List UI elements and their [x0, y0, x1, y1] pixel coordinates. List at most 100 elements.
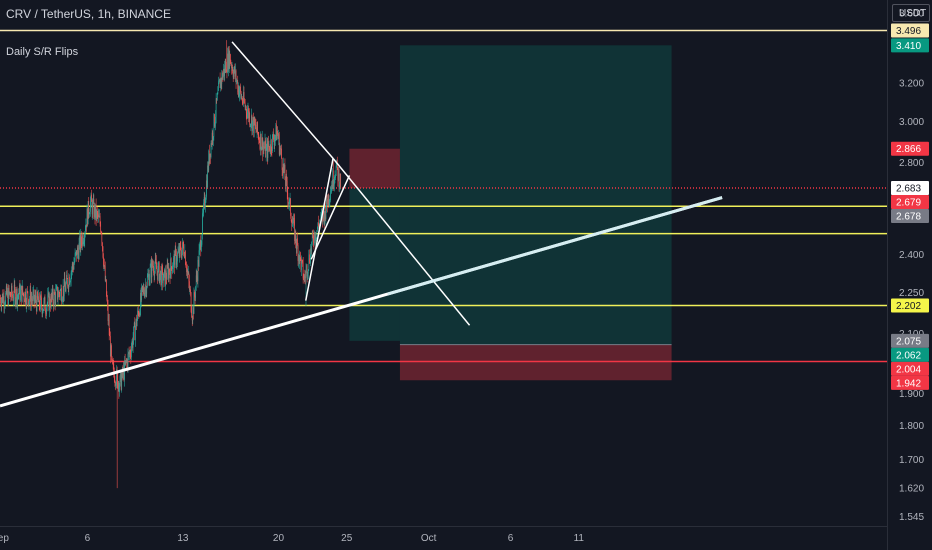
candle-body: [223, 68, 225, 76]
candle-body: [229, 54, 231, 67]
candle-body: [73, 266, 74, 270]
candle-body: [4, 304, 5, 307]
study-label[interactable]: Daily S/R Flips: [6, 46, 79, 58]
candle-body: [233, 66, 235, 72]
candle-body: [222, 73, 223, 80]
candle-body: [310, 248, 311, 264]
candle-body: [20, 286, 22, 290]
candle-body: [107, 300, 108, 305]
price-axis-divider: [887, 0, 888, 550]
candle-body: [280, 148, 282, 150]
pattern-line: [231, 41, 334, 159]
candle-body: [74, 253, 76, 261]
candle-body: [303, 275, 305, 279]
candle-body: [149, 267, 151, 279]
candle-body: [113, 363, 115, 373]
candle-body: [264, 147, 265, 149]
price-label-tag: [891, 23, 929, 38]
candle-body: [28, 299, 29, 306]
candle-body: [295, 230, 297, 244]
candle-body: [5, 293, 7, 304]
candle-body: [80, 233, 82, 250]
price-unit-box[interactable]: [892, 4, 930, 22]
candle-body: [136, 319, 137, 327]
candle-body: [17, 294, 18, 305]
candle-body: [315, 237, 317, 239]
candle-body: [176, 261, 178, 265]
position-tools: [349, 45, 672, 381]
candle-body: [284, 164, 286, 180]
symbol-title[interactable]: CRV / TetherUS, 1h, BINANCE: [6, 7, 171, 21]
candle-body: [202, 212, 204, 214]
candle-body: [118, 382, 120, 393]
candle-body: [310, 248, 312, 252]
candle-body: [150, 262, 152, 278]
candle-body: [17, 294, 19, 296]
short-position-target-zone: [349, 187, 400, 341]
time-tick-label: 13: [177, 533, 189, 544]
candle-body: [108, 320, 109, 321]
candle-body: [168, 267, 169, 279]
candle-body: [120, 372, 121, 376]
candle-body: [70, 272, 72, 281]
candle-body: [144, 292, 145, 297]
candle-body: [306, 265, 308, 277]
candle-body: [135, 319, 137, 328]
candle-body: [148, 274, 150, 286]
candle-body: [29, 289, 31, 299]
candle-body: [330, 190, 332, 193]
price-tick-label: 1.620: [899, 484, 924, 495]
candle-body: [111, 356, 113, 361]
candle-body: [71, 270, 73, 273]
candle-body: [305, 277, 306, 279]
candle-body: [86, 224, 87, 228]
time-tick-label: Oct: [421, 533, 437, 544]
candle-body: [298, 255, 300, 263]
candle-body: [335, 165, 337, 176]
candle-body: [24, 292, 26, 302]
candle-body: [180, 246, 182, 255]
candle-body: [82, 235, 84, 245]
candle-body: [178, 248, 179, 252]
price-label-tag: [891, 208, 929, 223]
candle-body: [187, 269, 189, 274]
candle-body: [204, 197, 206, 207]
price-label-text: 2.062: [896, 350, 921, 361]
candle-body: [18, 294, 20, 295]
candle-body: [233, 71, 235, 78]
candle-body: [47, 294, 49, 304]
candle-body: [15, 300, 17, 305]
candle-body: [21, 286, 23, 302]
candle-body: [288, 202, 290, 205]
time-tick-label: 20: [273, 533, 285, 544]
candle-body: [149, 278, 150, 286]
candle-body: [235, 70, 237, 82]
candle-body: [154, 258, 156, 268]
long-position-target-zone: [399, 45, 672, 345]
candle-body: [13, 284, 15, 300]
time-tick-label: 25: [341, 533, 353, 544]
candle-body: [304, 275, 306, 278]
candle-body: [302, 260, 303, 263]
candle-body: [311, 241, 313, 252]
candle-body: [256, 130, 257, 133]
candle-body: [173, 254, 175, 258]
candle-body: [253, 117, 255, 134]
price-label-tag: [891, 141, 929, 156]
candle-body: [51, 293, 53, 298]
candle-body: [200, 240, 202, 252]
candle-body: [146, 286, 148, 294]
candle-body: [7, 290, 9, 305]
candle-body: [0, 303, 2, 307]
candle-body: [141, 286, 142, 301]
candle-body: [266, 143, 268, 148]
candle-body: [266, 143, 268, 158]
candle-body: [137, 310, 139, 313]
candle-body: [145, 284, 147, 294]
price-label-text: 2.866: [896, 144, 921, 155]
candle-body: [181, 250, 183, 259]
time-tick-label: 6: [85, 533, 91, 544]
candle-body: [57, 286, 58, 300]
price-label-tag: [891, 361, 929, 376]
